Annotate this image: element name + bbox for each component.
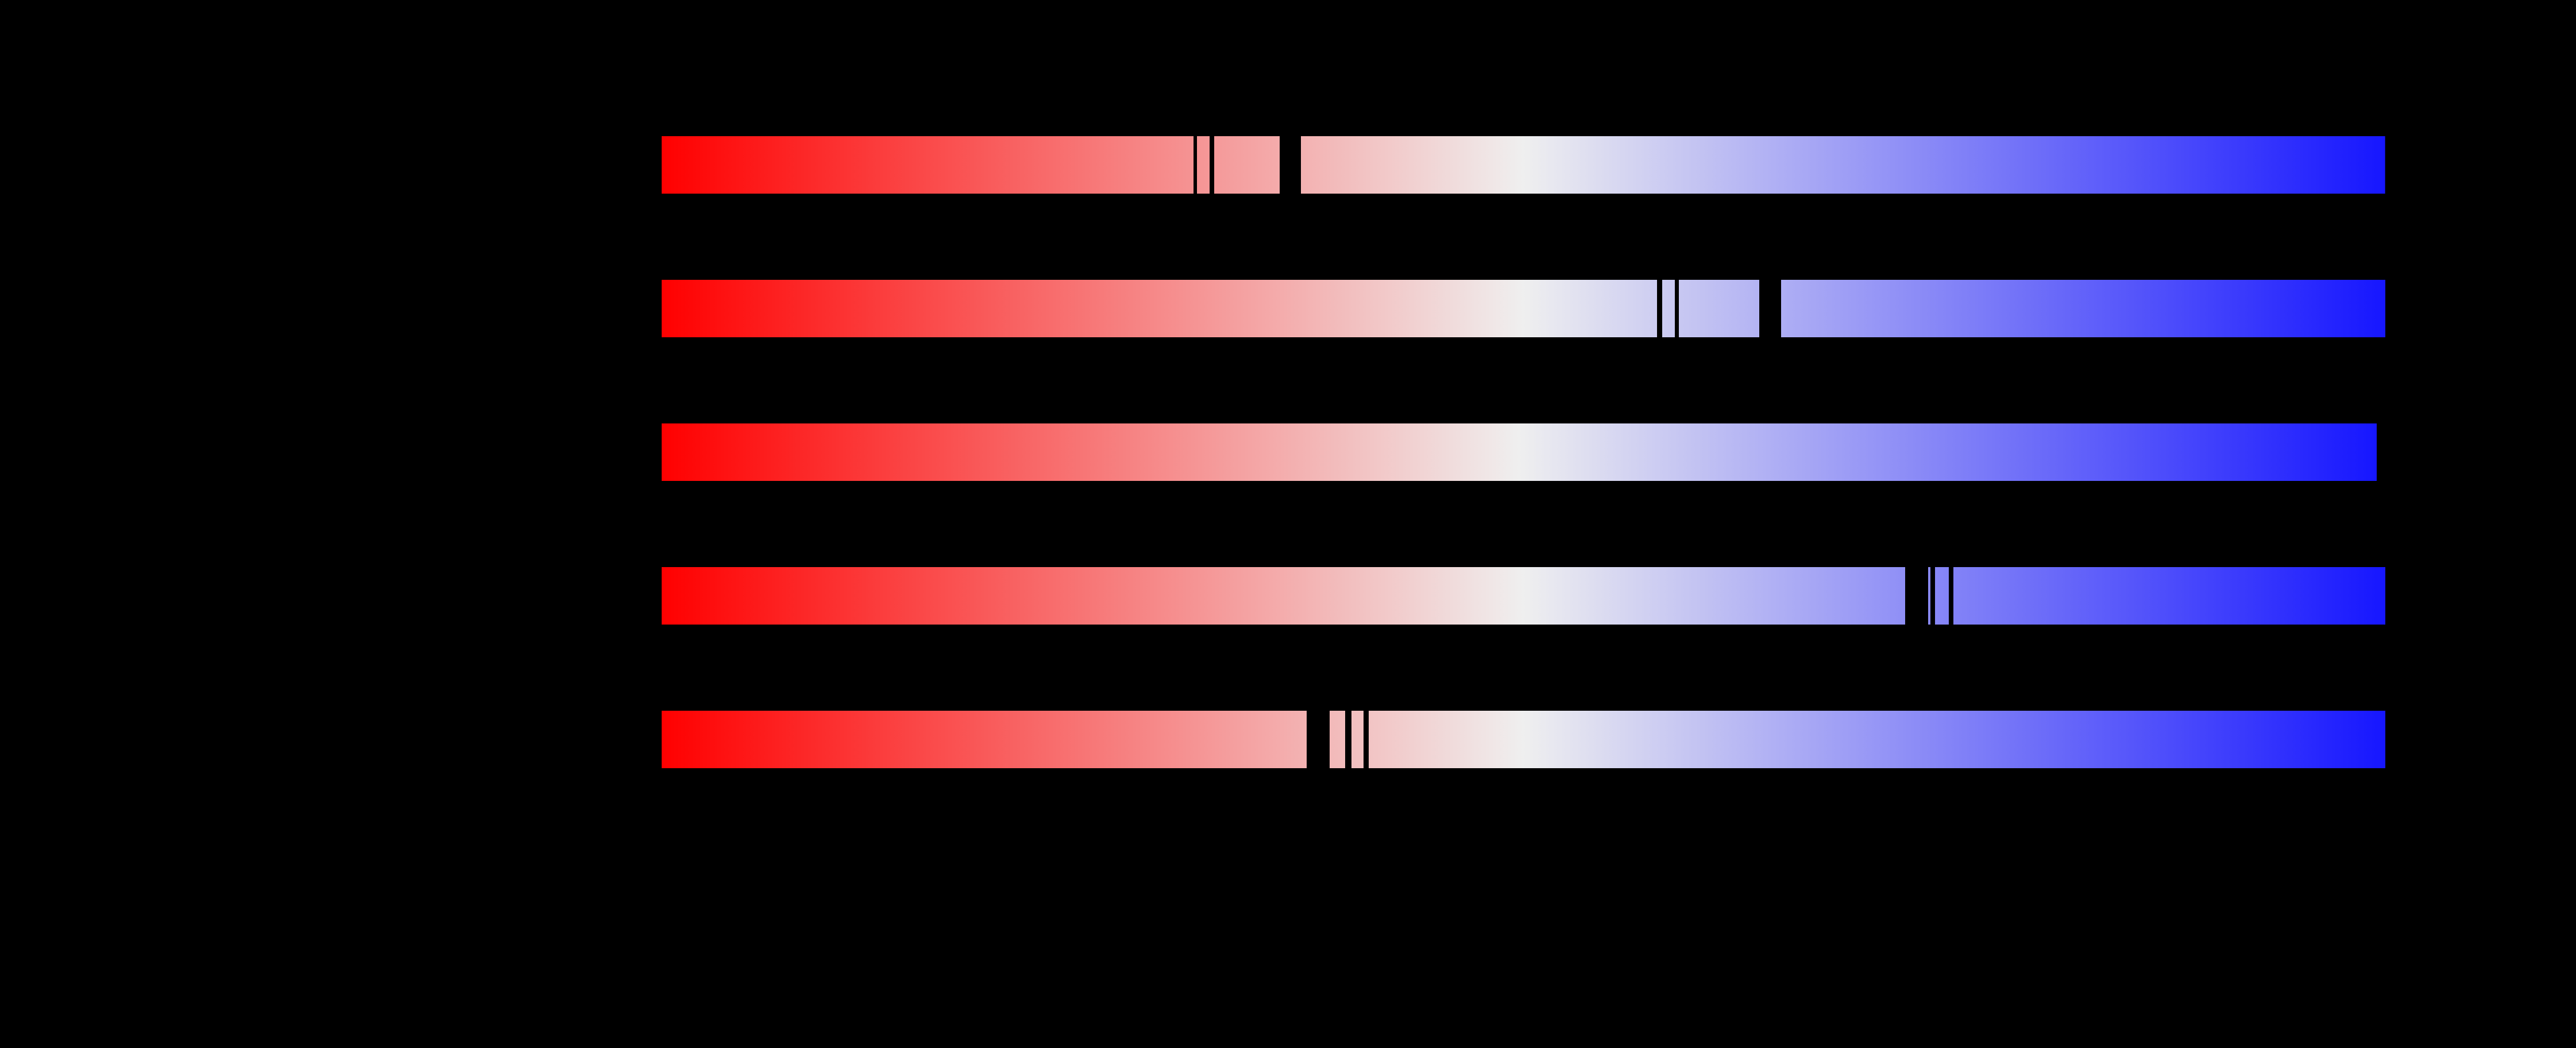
colorbar-segment xyxy=(662,711,1307,768)
colorbar-segment xyxy=(1781,280,2385,337)
colorbar-segment xyxy=(1214,136,1280,194)
colorbar-segment xyxy=(1662,280,1675,337)
colorbar-row xyxy=(662,136,2385,194)
colorbar-segment xyxy=(1678,280,1760,337)
colorbar-segment xyxy=(1329,711,1345,768)
colorbar-segment xyxy=(1934,567,1949,625)
colorbar-segment xyxy=(1301,136,2385,194)
colorbar-row xyxy=(662,567,2385,625)
colorbar-segment xyxy=(662,423,2377,481)
colorbar-segment xyxy=(662,280,1658,337)
colorbar-row xyxy=(662,423,2377,481)
colorbar-segment xyxy=(662,136,1194,194)
colorbar-row xyxy=(662,711,2385,768)
colorbar-segment xyxy=(662,567,1905,625)
colorbar-segment xyxy=(1369,711,2385,768)
colorbar-segment xyxy=(1197,136,1210,194)
colorbar-segment xyxy=(1928,567,1930,625)
colorbar-segment xyxy=(1351,711,1364,768)
colorbar-segment xyxy=(1953,567,2385,625)
colorbar-row xyxy=(662,280,2385,337)
